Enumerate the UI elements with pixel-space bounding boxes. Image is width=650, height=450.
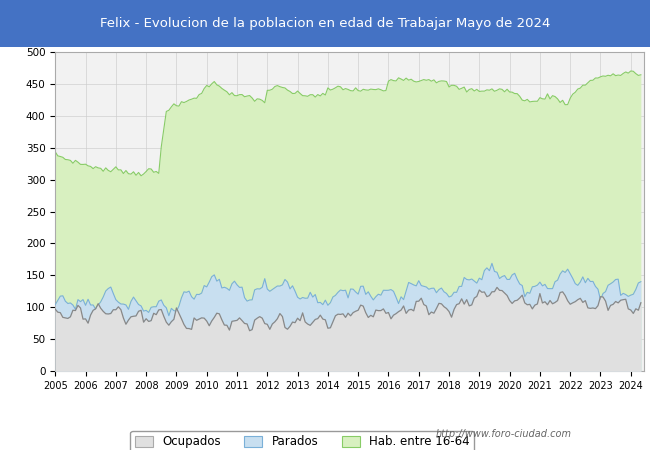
Legend: Ocupados, Parados, Hab. entre 16-64: Ocupados, Parados, Hab. entre 16-64 (130, 431, 474, 450)
Text: Felix - Evolucion de la poblacion en edad de Trabajar Mayo de 2024: Felix - Evolucion de la poblacion en eda… (100, 17, 550, 30)
Text: http://www.foro-ciudad.com: http://www.foro-ciudad.com (436, 429, 572, 439)
